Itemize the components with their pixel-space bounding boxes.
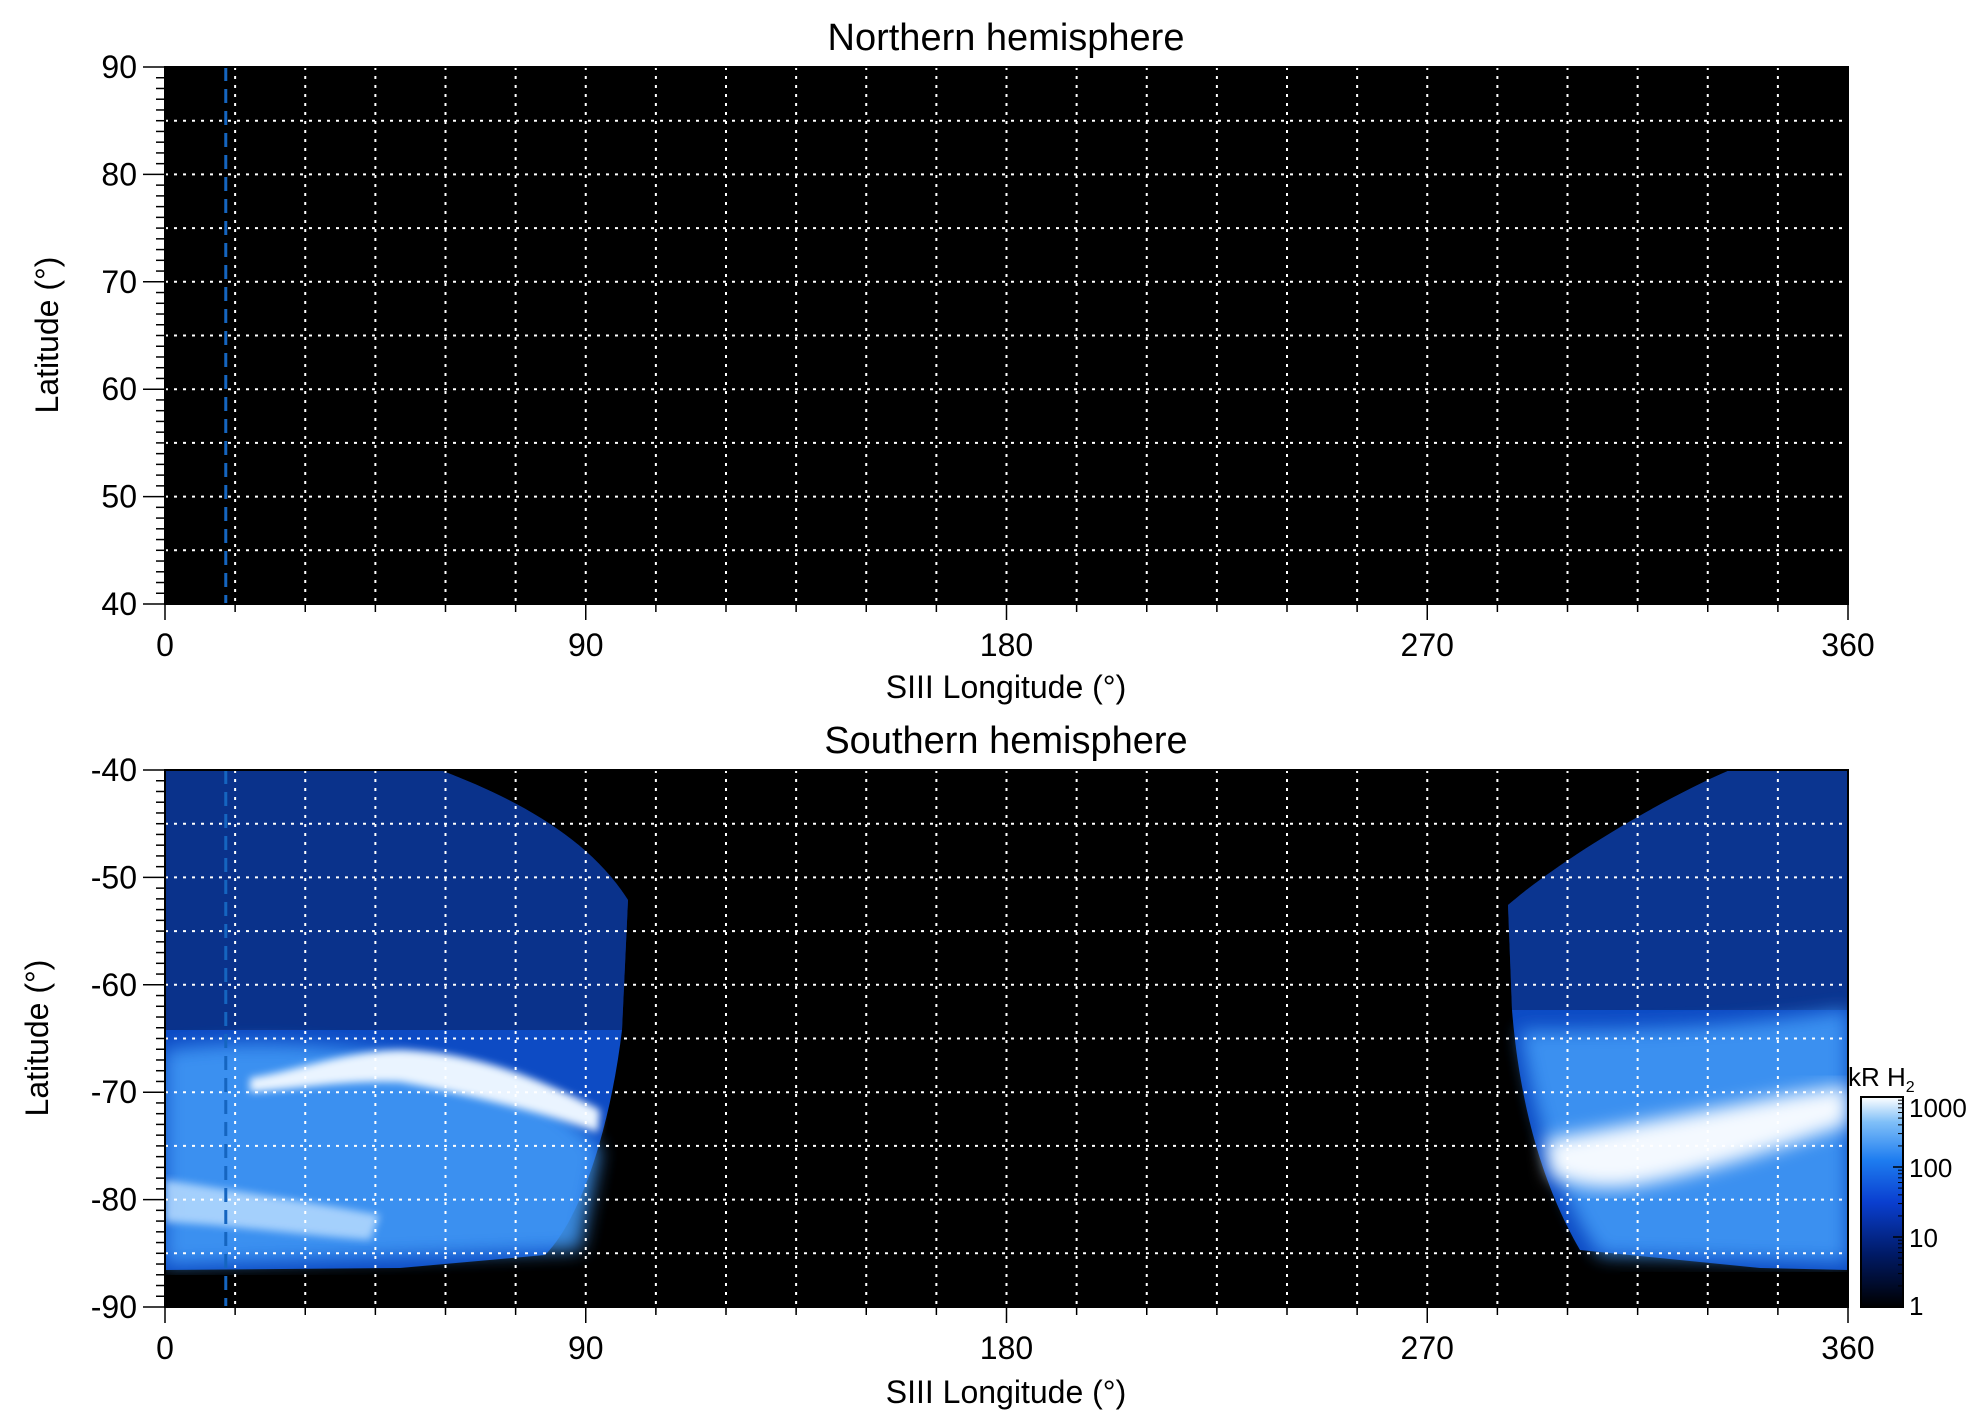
north-xlabel: SIII Longitude (°)	[886, 669, 1126, 705]
y-tick-label: -70	[91, 1074, 137, 1110]
colorbar-label-main: kR H	[1848, 1062, 1906, 1092]
x-tick-label: 360	[1821, 627, 1874, 663]
x-tick-label: 360	[1821, 1330, 1874, 1366]
y-tick-label: 70	[101, 264, 137, 300]
emission-left-edge	[165, 1180, 380, 1240]
colorbar	[1860, 1096, 1904, 1308]
emission-right-oval	[1545, 1086, 1848, 1188]
colorbar-tick-label: 1000	[1909, 1093, 1967, 1123]
north-axes: 40 50 60 70 80 90 0 90 180 270 360	[101, 49, 1874, 663]
south-axes: -90 -80 -70 -60 -50 -40 0 90 180 270 360	[91, 752, 1875, 1366]
x-tick-label: 270	[1401, 1330, 1454, 1366]
colorbar-label: kR H2	[1848, 1062, 1915, 1096]
colorbar-label-sub: 2	[1906, 1079, 1915, 1096]
x-tick-label: 90	[568, 627, 604, 663]
south-ylabel: Latitude (°)	[19, 960, 55, 1117]
north-title: Northern hemisphere	[828, 17, 1185, 59]
y-tick-label: -80	[91, 1182, 137, 1218]
north-ylabel: Latitude (°)	[29, 257, 65, 414]
north-grid	[165, 67, 1848, 604]
y-tick-label: -60	[91, 967, 137, 1003]
emission-right-bottom	[1620, 1272, 1848, 1307]
y-tick-label: 80	[101, 156, 137, 192]
x-tick-label: 270	[1401, 627, 1454, 663]
colorbar-tick-label: 10	[1909, 1223, 1938, 1253]
emission-region-left-noise	[165, 770, 628, 1030]
x-tick-label: 90	[568, 1330, 604, 1366]
colorbar-tick-label: 1	[1909, 1291, 1923, 1321]
y-tick-label: -90	[91, 1289, 137, 1325]
y-tick-label: 50	[101, 479, 137, 515]
emission-region-right-noise	[1508, 770, 1848, 1010]
colorbar-tick-label: 100	[1909, 1153, 1952, 1183]
x-tick-label: 0	[156, 1330, 174, 1366]
south-xlabel: SIII Longitude (°)	[886, 1374, 1126, 1410]
x-tick-label: 180	[980, 627, 1033, 663]
y-tick-label: 90	[101, 49, 137, 85]
y-tick-label: 40	[101, 586, 137, 622]
x-tick-label: 0	[156, 627, 174, 663]
x-tick-label: 180	[980, 1330, 1033, 1366]
y-tick-label: -40	[91, 752, 137, 788]
south-title: Southern hemisphere	[824, 720, 1187, 762]
south-grid	[165, 770, 1848, 1307]
y-tick-label: 60	[101, 371, 137, 407]
y-tick-label: -50	[91, 859, 137, 895]
south-emission	[165, 770, 1848, 1307]
emission-left-oval	[250, 1050, 600, 1132]
colorbar-ticks: 1 10 100 1000	[1893, 1093, 1967, 1321]
